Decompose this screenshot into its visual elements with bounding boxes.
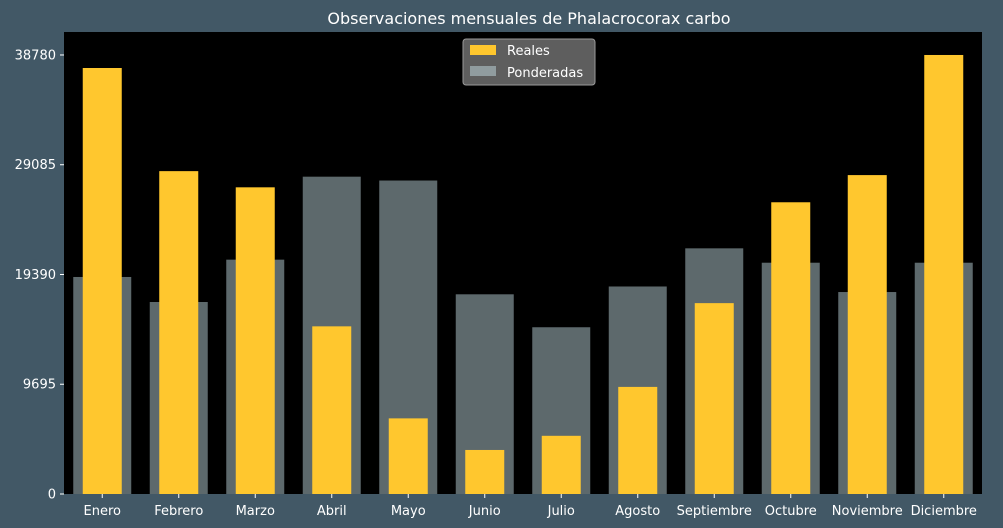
- reales-bars: [82, 54, 964, 495]
- x-tick-label: Diciembre: [911, 504, 977, 519]
- x-tick-label: Mayo: [391, 504, 426, 519]
- x-tick-label: Abril: [317, 504, 347, 519]
- bar-reales-octubre: [771, 202, 811, 494]
- bar-reales-noviembre: [847, 175, 887, 494]
- bar-reales-diciembre: [924, 54, 964, 494]
- x-tick-label: Octubre: [765, 504, 817, 519]
- x-tick-label: Septiembre: [677, 504, 752, 519]
- legend-swatch-reales: [470, 45, 496, 55]
- x-tick-label: Agosto: [615, 504, 660, 519]
- x-tick-label: Junio: [468, 504, 501, 519]
- bar-reales-septiembre: [694, 303, 734, 494]
- bar-reales-marzo: [235, 187, 275, 495]
- y-tick-label: 0: [48, 488, 56, 503]
- y-tick-label: 38780: [15, 48, 56, 63]
- plot-area: [64, 32, 982, 494]
- bar-reales-agosto: [618, 386, 658, 494]
- x-tick-label: Enero: [84, 504, 122, 519]
- bar-reales-febrero: [159, 171, 199, 494]
- y-tick-label: 19390: [15, 268, 56, 283]
- chart-title: Observaciones mensuales de Phalacrocorax…: [327, 9, 730, 28]
- y-tick-label: 29085: [15, 158, 56, 173]
- x-axis: Enero Febrero Marzo Abril Mayo Junio Julio Agos…: [84, 494, 977, 519]
- x-tick-label: Febrero: [154, 504, 203, 519]
- x-tick-label: Noviembre: [832, 504, 903, 519]
- x-tick-label: Julio: [547, 504, 575, 519]
- bar-reales-junio: [465, 449, 505, 494]
- legend-label-ponderadas: Ponderadas: [507, 66, 583, 81]
- bar-reales-enero: [82, 68, 122, 494]
- legend-swatch-ponderadas: [470, 66, 496, 76]
- y-tick-label: 9695: [23, 378, 56, 393]
- legend: Reales Ponderadas: [462, 38, 596, 86]
- legend-label-reales: Reales: [507, 44, 550, 59]
- bar-reales-mayo: [388, 418, 428, 494]
- bar-reales-julio: [541, 435, 581, 494]
- bar-reales-abril: [312, 326, 352, 494]
- x-tick-label: Marzo: [236, 504, 275, 519]
- y-axis: 0 9695 19390 29085 38780: [15, 48, 64, 503]
